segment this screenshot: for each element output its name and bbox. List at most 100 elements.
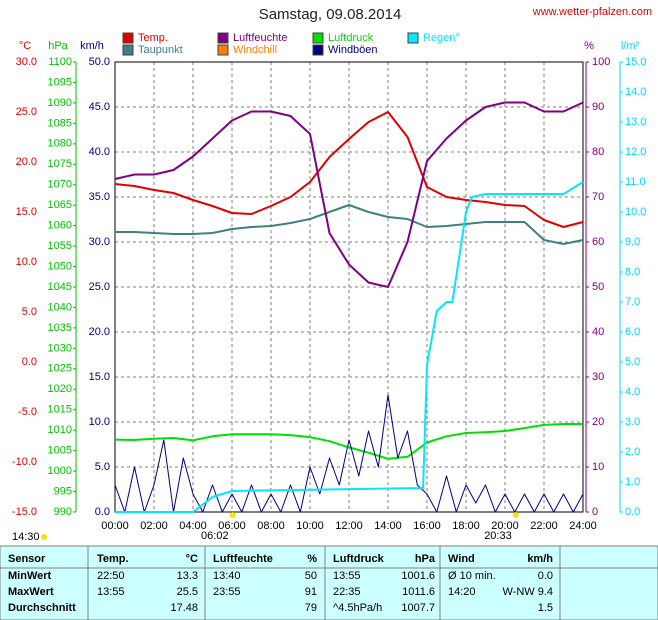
y-tick-label: 1100 [48,56,72,68]
series-line [114,423,583,460]
y-tick-label: 1065 [48,199,72,211]
y-tick-label: 15.0 [89,371,110,383]
y-tick-label: 12.0 [625,146,646,158]
y-tick-label: 60 [592,236,604,248]
legend-swatch [407,32,419,44]
y-tick-label: 1020 [48,383,72,395]
table-cell: 13:40 [213,570,241,582]
y-tick-label: 1005 [48,445,72,457]
table-cell: 1011.6 [402,586,435,598]
y-tick-label: 50 [592,281,604,293]
table-cell: 25.5 [177,586,198,598]
y-tick-label: -10.0 [12,456,37,468]
y-tick-label: 25.0 [89,281,110,293]
y-tick-label: 1080 [48,138,72,150]
annotation: 06:02 [201,530,229,542]
y-tick-label: 10.0 [89,416,110,428]
x-tick-label: 16:00 [413,520,441,532]
y-tick-label: 7.0 [625,296,640,308]
legend-label: Regen° [423,32,460,44]
series-line [115,181,584,513]
table-cell: 1001.6 [401,570,435,582]
axis-title: l/m² [621,40,640,52]
y-tick-label: 0.0 [22,356,37,368]
y-tick-label: 0.0 [95,506,110,518]
x-tick-label: 10:00 [296,520,324,532]
y-tick-label: 15.0 [16,206,37,218]
table-cell: ^4.5hPa/h [333,602,382,614]
table-cell: 50 [305,570,317,582]
y-tick-label: 50.0 [89,56,110,68]
table-header: Sensor [8,553,46,565]
y-tick-label: 10.0 [16,256,37,268]
series-line [115,204,584,245]
table-cell: 17.48 [170,602,198,614]
legend-label: Luftdruck [328,32,374,44]
x-tick-label: 24:00 [569,520,597,532]
y-tick-label: 1095 [48,76,72,88]
row-label: MinWert [8,570,52,582]
y-tick-label: 5.0 [625,356,640,368]
y-tick-label: -15.0 [12,506,37,518]
row-label: MaxWert [8,586,54,598]
y-tick-label: 30.0 [16,56,37,68]
y-tick-label: 1025 [48,363,72,375]
x-tick-label: 04:00 [179,520,207,532]
table-header: km/h [527,553,553,565]
y-tick-label: 10 [592,461,604,473]
table-cell: 1007.7 [401,602,435,614]
y-tick-label: 9.0 [625,236,640,248]
x-tick-label: 20:00 [491,520,519,532]
y-tick-label: 1060 [48,220,72,232]
table-cell: 79 [305,602,317,614]
y-tick-label: 0 [592,506,598,518]
legend-label: Luftfeuchte [233,32,287,44]
site-link[interactable]: www.wetter-pfalzen.com [532,6,652,18]
sun-icon [229,512,236,518]
legend-swatch [122,32,134,44]
table-cell: W-NW 9.4 [502,586,553,598]
y-tick-label: 6.0 [625,326,640,338]
y-tick-label: 20.0 [16,156,37,168]
table-header: % [307,553,317,565]
legend-swatch [217,32,229,44]
table-cell: 22:50 [97,570,125,582]
table-cell: Ø 10 min. [448,570,496,582]
y-tick-label: 14.0 [625,86,646,98]
sun-icon [41,534,47,540]
plot-border [114,61,584,513]
y-tick-label: 1000 [48,465,72,477]
y-tick-label: 10.0 [625,206,646,218]
table-cell: 14:20 [448,586,476,598]
y-tick-label: 1030 [48,342,72,354]
table-header: Luftdruck [333,553,385,565]
x-tick-label: 02:00 [140,520,168,532]
x-tick-label: 08:00 [257,520,285,532]
y-tick-label: 15.0 [625,56,646,68]
axis-title: % [584,40,594,52]
y-tick-label: 1050 [48,260,72,272]
y-tick-label: 1035 [48,322,72,334]
table-cell: 0.0 [538,570,553,582]
legend-swatch [312,44,324,56]
table-header: °C [186,553,198,565]
y-tick-label: 1.0 [625,476,640,488]
y-tick-label: 20.0 [89,326,110,338]
y-tick-label: 70 [592,191,604,203]
y-tick-label: 5.0 [95,461,110,473]
series-line [114,111,584,228]
table-cell: 91 [305,586,317,598]
y-tick-label: 1040 [48,301,72,313]
y-tick-label: 11.0 [625,176,646,188]
annotation: 14:30 [12,531,40,543]
y-tick-label: 80 [592,146,604,158]
y-tick-label: 25.0 [16,106,37,118]
legend-label: Taupunkt [138,44,183,56]
legend-swatch [217,44,229,56]
y-tick-label: 13.0 [625,116,646,128]
chart-title: Samstag, 09.08.2014 [259,6,402,23]
axis-title: °C [19,40,31,52]
annotation: 20:33 [484,530,512,542]
x-tick-label: 00:00 [101,520,129,532]
